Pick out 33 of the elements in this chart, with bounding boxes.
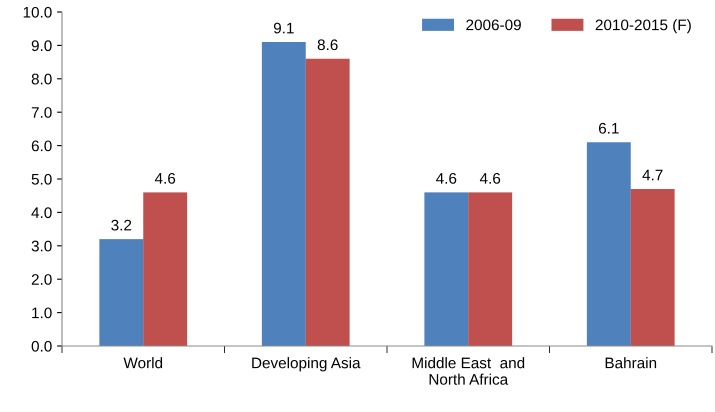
legend-label: 2010-2015 (F) [596, 19, 691, 34]
y-tick-label: 4.0 [31, 207, 52, 218]
bar [468, 192, 512, 346]
data-label: 3.2 [111, 220, 132, 231]
bar [99, 239, 144, 346]
x-tick-label: World [124, 357, 162, 368]
data-label: 8.6 [318, 39, 338, 50]
y-tick-label: 6.0 [32, 140, 52, 152]
y-tick-label: 3.0 [32, 240, 52, 252]
y-tick-label: 7.0 [32, 107, 52, 118]
bar [262, 42, 306, 346]
y-tick-label: 2.0 [32, 274, 52, 285]
y-tick-label: 1.0 [32, 307, 52, 318]
y-tick-label: 5.0 [32, 174, 52, 185]
bar [630, 189, 675, 346]
bar [424, 192, 468, 346]
y-tick-label: 9.0 [32, 40, 52, 52]
legend-label: 2006-09 [466, 19, 521, 30]
y-tick-label: 10.0 [24, 6, 52, 18]
data-label: 4.6 [154, 172, 176, 184]
data-label: 4.6 [436, 172, 456, 184]
bar [586, 142, 631, 346]
data-label: 9.1 [274, 22, 294, 34]
y-tick-label: 0.0 [32, 340, 52, 352]
y-tick-label: 8.0 [32, 74, 52, 84]
x-tick-label: Bahrain [606, 357, 656, 368]
data-label: 4.7 [642, 170, 663, 180]
data-label: 6.1 [598, 122, 619, 134]
x-tick-label: Developing Asia [252, 357, 361, 372]
bar [306, 58, 350, 346]
x-tick-label: Middle East and North Africa [412, 357, 524, 385]
data-label: 4.6 [480, 172, 500, 184]
bar [143, 192, 188, 346]
